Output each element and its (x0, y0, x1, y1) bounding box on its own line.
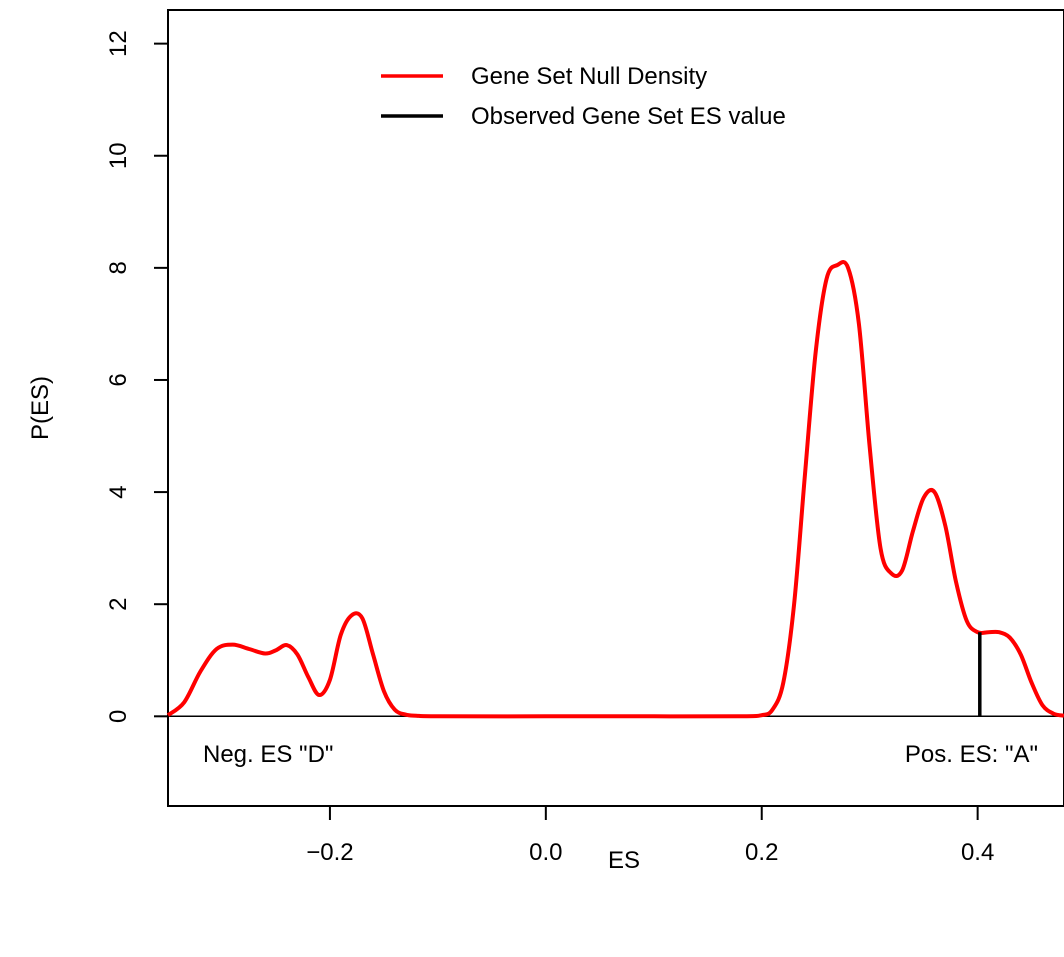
series-null-density-line (166, 260, 1064, 719)
y-tick-label: 4 (105, 485, 132, 498)
legend: Gene Set Null Density Observed Gene Set … (381, 63, 786, 130)
annotation-neg-es: Neg. ES "D" (203, 741, 333, 768)
x-tick-label: 0.2 (745, 839, 778, 866)
y-tick-label: 10 (105, 142, 132, 169)
x-tick-label: 0.4 (961, 839, 994, 866)
legend-label-observed-es: Observed Gene Set ES value (471, 103, 786, 130)
x-axis-label: ES (608, 847, 640, 874)
y-axis: 0 2 4 6 8 10 12 (105, 30, 169, 723)
x-tick-label: −0.2 (306, 839, 353, 866)
legend-label-null-density: Gene Set Null Density (471, 63, 707, 90)
annotation-pos-es: Pos. ES: "A" (905, 741, 1038, 768)
y-tick-label: 6 (105, 373, 132, 386)
y-tick-label: 2 (105, 598, 132, 611)
x-tick-label: 0.0 (529, 839, 562, 866)
x-axis: −0.2 0.0 0.2 0.4 (306, 805, 994, 866)
series-layer (166, 260, 1064, 719)
y-tick-label: 0 (105, 710, 132, 723)
y-axis-label: P(ES) (27, 376, 54, 440)
y-tick-label: 12 (105, 30, 132, 57)
y-tick-label: 8 (105, 261, 132, 274)
